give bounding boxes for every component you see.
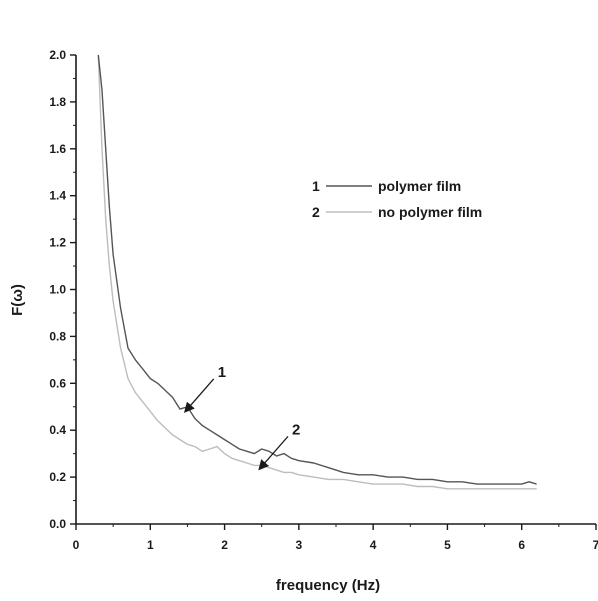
y-tick-label: 1.4	[49, 189, 66, 203]
x-axis-title: frequency (Hz)	[276, 577, 380, 594]
x-tick-label: 0	[73, 538, 80, 552]
annotation-label-2: 2	[292, 421, 300, 438]
annotation-arrow-2	[258, 435, 289, 471]
x-tick-label: 5	[444, 538, 451, 552]
annotation-arrow-1	[184, 378, 215, 413]
annotations: 12	[184, 364, 300, 471]
legend-label-2: no polymer film	[378, 204, 482, 220]
legend-label-1: polymer film	[378, 178, 461, 194]
annotation-label-1: 1	[218, 364, 226, 381]
y-tick-label: 0.6	[49, 376, 66, 390]
y-axis-title: F(ω)	[9, 284, 26, 316]
x-tick-label: 4	[370, 538, 377, 552]
x-tick-label: 7	[593, 538, 598, 552]
legend: 1 polymer film 2 no polymer film	[312, 178, 482, 220]
y-tick-label: 1.6	[49, 142, 66, 156]
y-tick-label: 2.0	[49, 48, 66, 62]
x-tick-label: 2	[221, 538, 228, 552]
y-tick-label: 0.0	[49, 517, 66, 531]
y-tick-label: 1.0	[49, 283, 66, 297]
series-layer	[97, 55, 537, 490]
y-tick-label: 0.2	[49, 470, 66, 484]
y-tick-label: 1.2	[49, 236, 66, 250]
series-line-1	[97, 55, 537, 485]
axes-layer: 0 1 2 3 4 5 6 70.00.20.40.60.81.01.21.41.61.82.…	[49, 48, 598, 552]
legend-marker-1: 1	[312, 178, 320, 194]
y-tick-label: 1.8	[49, 95, 66, 109]
y-tick-label: 0.8	[49, 329, 66, 343]
y-tick-label: 0.4	[49, 423, 66, 437]
legend-marker-2: 2	[312, 204, 320, 220]
x-tick-label: 1	[147, 538, 154, 552]
series-line-2	[97, 55, 537, 490]
x-tick-label: 3	[296, 538, 303, 552]
x-tick-label: 6	[518, 538, 525, 552]
